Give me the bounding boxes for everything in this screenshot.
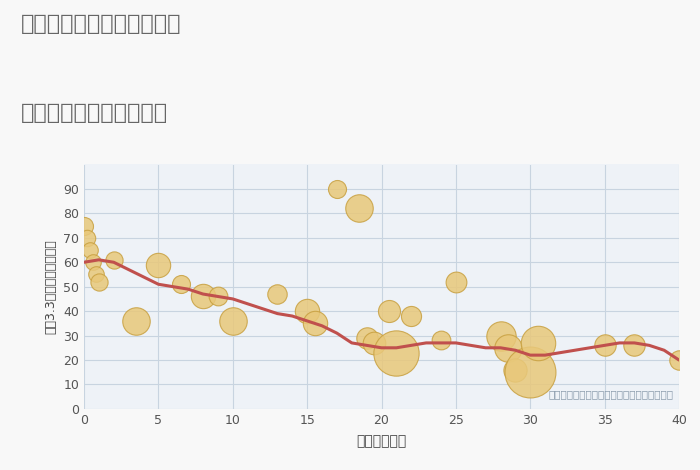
Point: [495, 332, 506, 339]
Point: [78, 222, 90, 229]
Point: [108, 256, 119, 264]
Point: [227, 317, 238, 325]
Point: [90, 271, 101, 278]
Point: [302, 307, 313, 315]
Point: [212, 293, 223, 300]
Point: [197, 293, 209, 300]
Point: [525, 368, 536, 376]
Point: [309, 320, 320, 327]
Point: [81, 234, 92, 242]
Point: [384, 307, 395, 315]
Point: [88, 258, 99, 266]
Point: [673, 356, 685, 364]
Point: [272, 290, 283, 298]
Point: [354, 205, 365, 212]
X-axis label: 築年数（年）: 築年数（年）: [356, 434, 407, 448]
Point: [629, 342, 640, 349]
Point: [368, 339, 379, 347]
Point: [406, 312, 417, 320]
Point: [599, 342, 610, 349]
Point: [331, 185, 342, 193]
Point: [175, 281, 186, 288]
Point: [153, 261, 164, 268]
Point: [532, 339, 543, 347]
Y-axis label: 坪（3.3㎡）単価（万円）: 坪（3.3㎡）単価（万円）: [45, 239, 57, 334]
Point: [391, 349, 402, 356]
Text: 築年数別中古戸建て価格: 築年数別中古戸建て価格: [21, 103, 168, 124]
Point: [130, 317, 141, 325]
Point: [510, 366, 521, 374]
Text: 円の大きさは、取引のあった物件面積を示す: 円の大きさは、取引のあった物件面積を示す: [548, 389, 673, 399]
Point: [435, 337, 447, 344]
Point: [93, 278, 104, 286]
Text: 埼玉県児玉郡上里町忍保の: 埼玉県児玉郡上里町忍保の: [21, 14, 181, 34]
Point: [84, 246, 95, 254]
Point: [450, 278, 461, 286]
Point: [361, 334, 372, 342]
Point: [503, 344, 514, 352]
